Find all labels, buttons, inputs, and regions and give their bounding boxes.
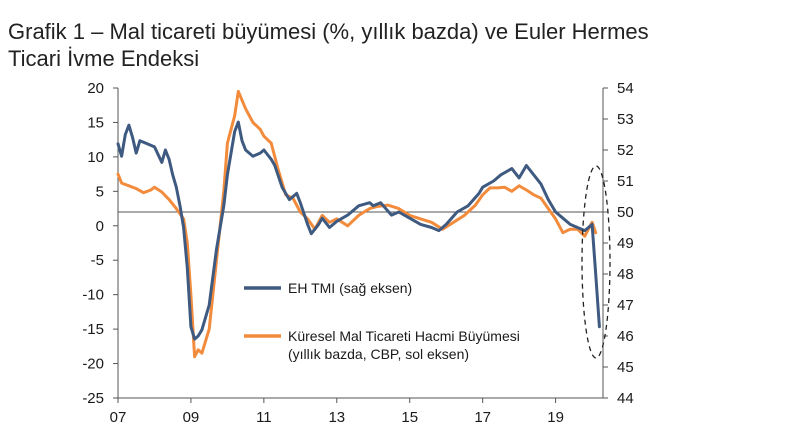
legend: EH TMI (sağ eksen) Küresel Mal Ticareti … — [244, 280, 520, 362]
right-tick-label: 46 — [617, 328, 634, 345]
left-tick-label: -10 — [82, 287, 104, 304]
left-axis-ticks: 20 15 10 5 0 -5 -10 -15 -20 -25 — [82, 80, 118, 407]
chart-title: Grafik 1 – Mal ticareti büyümesi (%, yıl… — [8, 18, 798, 72]
right-tick-label: 53 — [617, 111, 634, 128]
left-tick-label: 20 — [87, 80, 104, 97]
left-tick-label: -5 — [91, 252, 104, 269]
chart-title-line-2: Ticari İvme Endeksi — [8, 46, 200, 71]
x-tick-label: 11 — [256, 409, 272, 426]
x-tick-label: 07 — [110, 409, 127, 426]
legend-label-eh-tmi: EH TMI (sağ eksen) — [288, 280, 412, 296]
legend-label-trade-volume-line2: (yıllık bazda, CBP, sol eksen) — [288, 346, 469, 362]
left-tick-label: -25 — [82, 390, 104, 407]
left-tick-label: 0 — [96, 218, 104, 235]
right-tick-label: 48 — [617, 266, 634, 283]
x-tick-label: 17 — [474, 409, 491, 426]
series-line-eh-tmi — [116, 120, 601, 341]
right-tick-label: 45 — [617, 359, 634, 376]
series-group — [116, 89, 601, 359]
left-tick-label: 15 — [87, 114, 104, 131]
left-tick-label: 5 — [96, 183, 104, 200]
left-tick-label: -20 — [82, 356, 104, 373]
x-axis-ticks: 07 09 11 13 15 17 19 — [110, 398, 564, 426]
right-tick-label: 52 — [617, 142, 634, 159]
right-tick-label: 50 — [617, 204, 634, 221]
left-tick-label: -15 — [82, 321, 104, 338]
chart-title-line-1: Grafik 1 – Mal ticareti büyümesi (%, yıl… — [8, 19, 649, 44]
right-tick-label: 54 — [617, 80, 634, 97]
x-tick-label: 15 — [401, 409, 418, 426]
x-tick-label: 19 — [547, 409, 564, 426]
x-tick-label: 13 — [328, 409, 345, 426]
left-tick-label: 10 — [87, 149, 104, 166]
right-tick-label: 44 — [617, 390, 634, 407]
right-axis-ticks: 54 53 52 51 50 49 48 47 46 45 44 — [603, 80, 634, 407]
x-tick-label: 09 — [183, 409, 200, 426]
right-tick-label: 49 — [617, 235, 634, 252]
highlight-ellipse — [581, 165, 611, 359]
legend-label-trade-volume: Küresel Mal Ticareti Hacmi Büyümesi — [288, 328, 520, 344]
right-tick-label: 47 — [617, 297, 634, 314]
right-tick-label: 51 — [617, 173, 634, 190]
